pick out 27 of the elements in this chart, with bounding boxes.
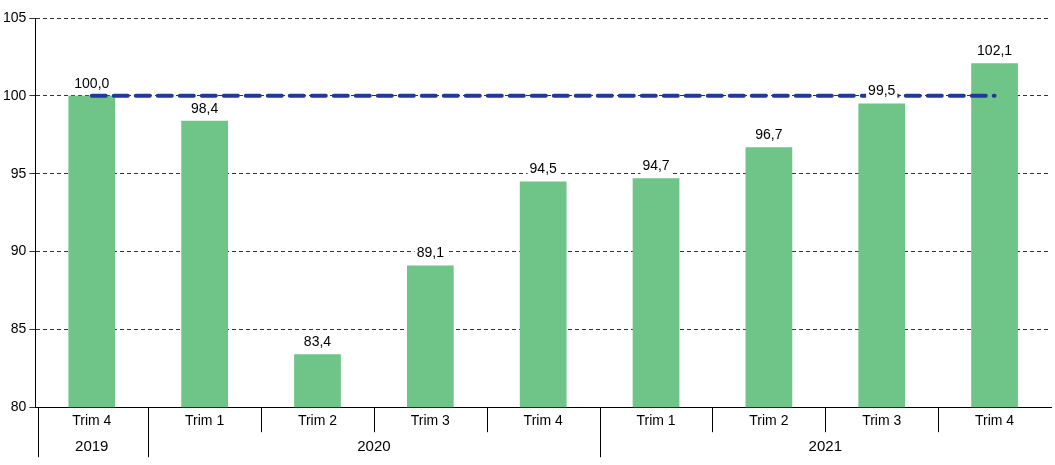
y-tick-label: 100	[3, 86, 27, 103]
text: 2019	[75, 437, 109, 455]
data-label: 100,0	[74, 74, 110, 91]
data-label: 94,7	[642, 157, 670, 174]
x-tick-label: Trim 3	[410, 412, 451, 429]
x-tick-label: Trim 1	[636, 412, 676, 429]
y-tick-label: 80	[10, 398, 27, 415]
data-label: 89,1	[416, 244, 445, 261]
text: 2020	[357, 437, 391, 455]
data-label: 96,7	[755, 126, 783, 143]
x-tick-label: Trim 2	[749, 412, 789, 429]
y-tick-label: 90	[10, 242, 27, 259]
x-tick-label: Trim 2	[297, 412, 338, 429]
data-label: 102,1	[977, 42, 1013, 59]
x-tick-label: Trim 1	[185, 412, 225, 429]
x-tick-label: Trim 4	[72, 412, 112, 429]
x-tick-label: Trim 3	[862, 412, 902, 429]
text: 2021	[808, 437, 842, 455]
y-tick-label: 105	[3, 8, 27, 25]
x-tick-label: Trim 4	[523, 412, 563, 429]
y-tick-label: 95	[10, 164, 27, 181]
data-label: 94,5	[529, 160, 558, 177]
x-tick-label: Trim 4	[975, 412, 1015, 429]
data-label: 99,5	[868, 82, 896, 99]
data-label: 83,4	[303, 333, 332, 350]
data-label: 98,4	[191, 99, 219, 116]
y-tick-label: 85	[10, 320, 27, 337]
